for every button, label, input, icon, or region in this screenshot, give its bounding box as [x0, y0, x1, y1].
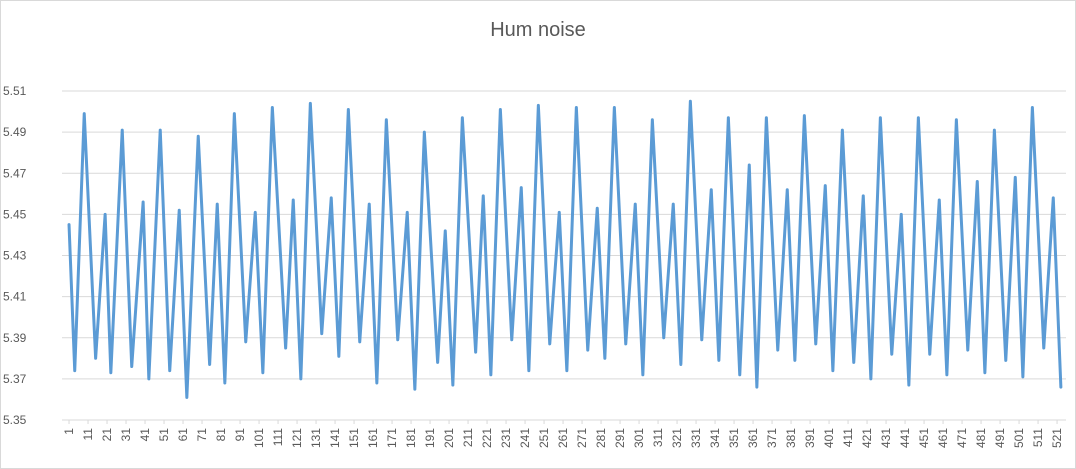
x-tick-label: 291 [613, 428, 627, 448]
chart-title: Hum noise [490, 19, 586, 41]
x-tick-label: 311 [651, 428, 665, 447]
x-tick-label: 111 [271, 428, 285, 447]
x-tick-label: 281 [594, 428, 608, 448]
x-tick-label: 381 [784, 428, 798, 448]
x-tick-label: 261 [556, 428, 570, 448]
x-tick-label: 41 [138, 428, 152, 442]
y-tick-label: 5.37 [3, 372, 27, 386]
x-tick-label: 391 [803, 428, 817, 448]
x-tick-label: 191 [423, 428, 437, 448]
x-tick-label: 151 [347, 428, 361, 448]
x-tick-label: 471 [955, 428, 969, 448]
x-tick-label: 481 [974, 428, 988, 448]
y-tick-label: 5.47 [3, 166, 27, 180]
x-tick-label: 421 [860, 428, 874, 448]
x-tick-label: 251 [537, 428, 551, 448]
x-tick-label: 101 [252, 428, 266, 448]
x-tick-label: 141 [328, 428, 342, 448]
x-tick-label: 301 [632, 428, 646, 448]
x-tick-label: 201 [442, 428, 456, 448]
x-tick-label: 451 [917, 428, 931, 448]
x-tick-label: 121 [290, 428, 304, 448]
x-tick-label: 351 [727, 428, 741, 448]
x-tick-label: 161 [366, 428, 380, 448]
x-tick-label: 521 [1050, 428, 1064, 448]
y-tick-label: 5.41 [3, 290, 27, 304]
x-tick-label: 401 [822, 428, 836, 448]
x-tick-label: 1 [62, 428, 76, 435]
x-tick-label: 51 [157, 428, 171, 442]
x-tick-label: 491 [993, 428, 1007, 448]
x-tick-label: 501 [1012, 428, 1026, 448]
x-tick-label: 61 [176, 428, 190, 442]
x-tick-label: 321 [670, 428, 684, 448]
y-tick-label: 5.51 [3, 84, 27, 98]
x-tick-label: 81 [214, 428, 228, 442]
x-tick-label: 361 [746, 428, 760, 448]
y-tick-label: 5.39 [3, 331, 27, 345]
x-tick-label: 441 [898, 428, 912, 448]
x-tick-label: 181 [404, 428, 418, 448]
y-tick-label: 5.43 [3, 249, 27, 263]
x-tick-label: 371 [765, 428, 779, 448]
x-tick-label: 411 [841, 428, 855, 447]
x-tick-label: 211 [461, 428, 475, 447]
y-tick-label: 5.45 [3, 207, 27, 221]
x-tick-label: 21 [100, 428, 114, 442]
x-tick-label: 71 [195, 428, 209, 442]
x-tick-label: 511 [1031, 428, 1045, 447]
x-tick-label: 341 [708, 428, 722, 448]
x-tick-label: 131 [309, 428, 323, 448]
y-tick-label: 5.35 [3, 413, 27, 427]
x-tick-label: 461 [936, 428, 950, 448]
y-tick-label: 5.49 [3, 125, 27, 139]
x-tick-label: 231 [499, 428, 513, 448]
data-line [67, 99, 1063, 399]
x-tick-label: 31 [119, 428, 133, 442]
x-tick-label: 221 [480, 428, 494, 448]
x-tick-label: 241 [518, 428, 532, 448]
x-tick-label: 431 [879, 428, 893, 448]
x-tick-label: 171 [385, 428, 399, 448]
x-tick-label: 271 [575, 428, 589, 448]
x-tick-label: 91 [233, 428, 247, 442]
x-tick-label: 331 [689, 428, 703, 448]
x-tick-label: 11 [81, 428, 95, 441]
